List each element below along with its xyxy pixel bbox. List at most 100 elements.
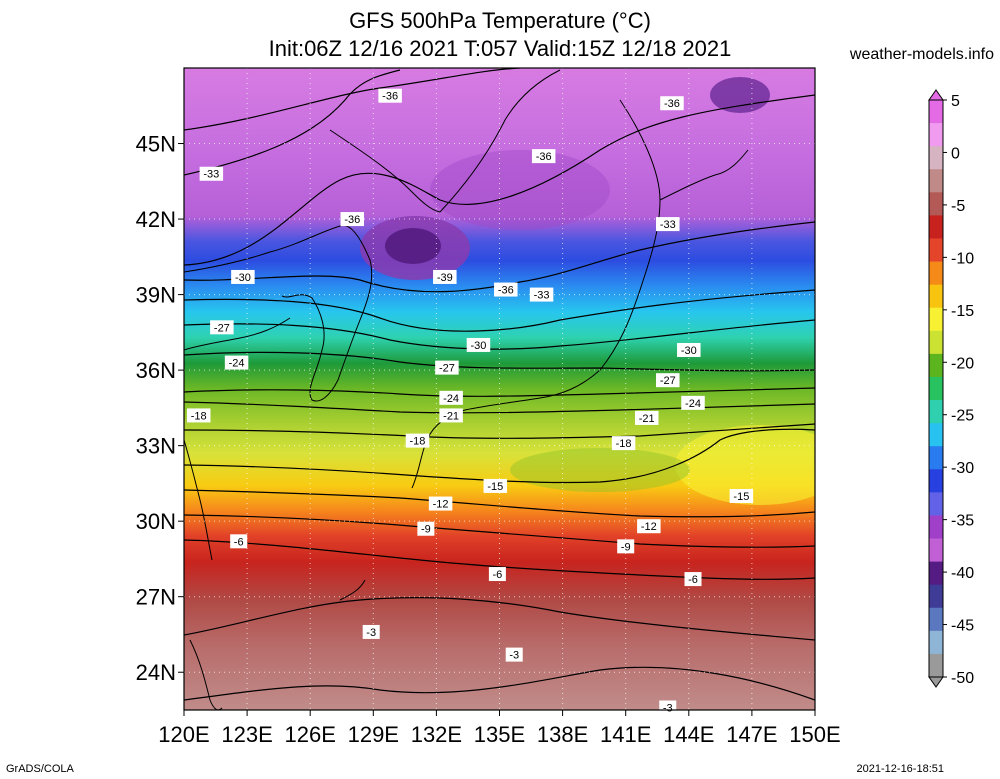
colorbar-segment [929,492,943,516]
colorbar-segment [929,561,943,586]
isotherm-line [184,68,521,131]
isotherm-label-box [210,320,234,335]
colorbar-segment [929,330,943,355]
colorbar-segment [929,607,943,632]
isotherm-label-box [405,433,430,448]
isotherm-label-text: -6 [234,536,244,548]
colorbar-segment [929,653,943,678]
isotherm-label: -30 [231,269,255,284]
isotherm-label: -6 [488,567,506,582]
isotherm-label-text: -15 [733,491,749,503]
lon-tick-label: 123E [221,722,272,747]
isotherm-label-text: -36 [498,285,514,297]
cold-trough-region [430,150,610,230]
isotherm-label-box [656,217,680,232]
isotherm-label-text: -24 [443,393,459,405]
colorbar-segment [929,192,943,216]
colorbar-label: -35 [951,513,974,530]
isotherm-label: -24 [224,355,249,370]
isotherm-line [184,289,815,332]
lon-tick-label: 129E [348,722,399,747]
colorbar-frame [928,99,944,678]
isotherm-label-text: -9 [421,524,431,536]
lat-tick-label: 27N [136,585,176,610]
isotherm-label-box [494,282,518,297]
isotherm-label: -27 [435,360,459,375]
russia-coastline-east [439,69,561,213]
isotherm-label: -27 [656,373,680,388]
isotherm-line [184,489,815,518]
isotherm-label-text: -21 [639,413,655,425]
isotherm-label-text: -6 [688,574,698,586]
isotherm-label-text: -33 [203,169,219,181]
warm-tongue-region [675,425,815,505]
isotherm-label: -12 [428,496,453,511]
colorbar-label: -25 [951,408,974,425]
cold-core-northeast [710,77,770,113]
isotherm-line [184,94,815,266]
isotherm-label-box [466,337,491,352]
isotherm-label: -33 [656,217,680,232]
isotherm-label-box [681,395,705,410]
isotherm-label-box [729,489,754,503]
lat-tick-label: 36N [136,358,176,383]
isotherm-line [184,428,815,484]
lat-tick-label: 33N [136,434,176,459]
colorbar-segment [929,630,943,655]
colorbar-segment [929,100,943,124]
colorbar-segment [929,146,943,170]
colorbar-label: -20 [951,355,974,372]
isotherm-label-text: -9 [621,541,631,553]
map-subtitle: Init:06Z 12/16 2021 T:057 Valid:15Z 12/1… [268,36,732,61]
colorbar-top-arrow [928,89,944,101]
colorbar-segment [929,307,943,332]
isotherm-label-box [684,572,702,587]
china-coastline [184,317,291,351]
isotherm-label-box [634,410,659,425]
isotherm-label: -33 [199,166,224,181]
brand-label: weather-models.info [849,46,994,63]
isotherm-label-text: -15 [487,481,503,493]
isotherm-label-box [224,355,249,370]
isotherm-label-text: -36 [664,98,680,110]
isotherm-label-text: -12 [433,499,449,511]
isotherm-line [184,539,815,580]
colorbar-segment [929,353,943,378]
lon-tick-label: 150E [789,722,840,747]
lon-tick-label: 126E [285,722,336,747]
isotherm-label: -18 [405,433,430,448]
isotherm-label: -24 [681,395,705,410]
isotherm-label: -30 [677,342,701,357]
isotherm-label-text: -24 [685,398,701,410]
isotherm-label: -21 [634,410,659,425]
isotherm-label-box [529,287,554,302]
colorbar-label: -45 [951,618,974,635]
longitude-axis: 120E 123E 126E 129E 132E 135E 138E 141E 144E 147E… [158,710,841,747]
footer-timestamp: 2021-12-16-18:51 [856,763,944,775]
isotherm-label-text: -30 [471,340,487,352]
isotherm-label-box [439,408,463,423]
isotherm-line [184,666,815,701]
isotherm-label-box [611,436,636,451]
colorbar-label: -50 [951,670,974,687]
isotherm-label-box [505,647,523,662]
isotherm-label-box [433,269,457,284]
isotherm-label-box [230,534,248,549]
isotherm-label: -33 [529,287,554,302]
colorbar-segment [929,515,943,540]
russia-coastline [329,129,441,213]
isotherm-label-box [488,567,506,582]
cold-core-center [385,228,441,264]
colorbar-label: 5 [951,93,960,110]
isotherm-label-box [435,360,459,375]
isotherm-label-box [660,96,684,111]
isotherm-label: -9 [417,521,435,536]
isotherm-label-text: -36 [382,91,398,103]
isotherm-line [184,401,815,414]
colorbar-segment [929,238,943,263]
colorbar-segment [929,123,943,147]
isotherm-label-text: -3 [509,650,519,662]
isotherm-label-box [531,149,556,164]
isotherm-label: -3 [362,624,380,639]
